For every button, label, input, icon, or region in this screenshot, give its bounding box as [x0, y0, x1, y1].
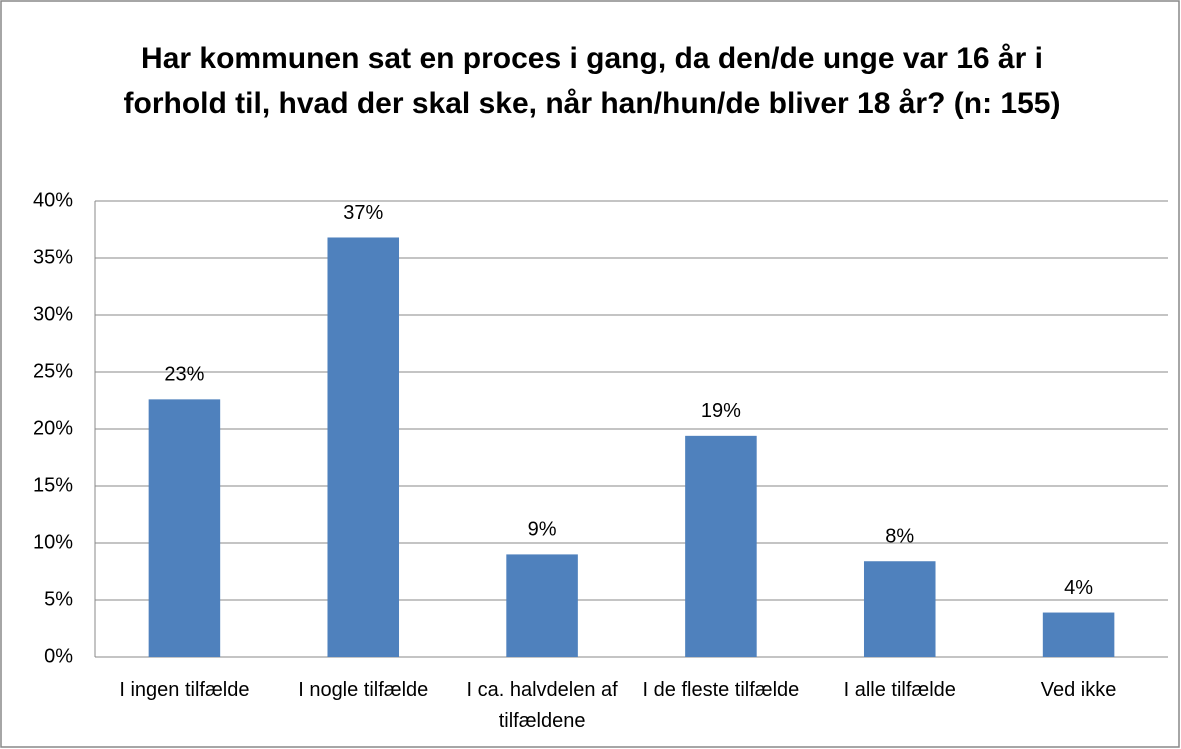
bar: [1042, 612, 1115, 657]
bar: [327, 237, 400, 658]
data-label: 37%: [343, 202, 383, 224]
data-label: 4%: [1064, 577, 1093, 599]
y-tick-label: 35%: [33, 246, 73, 268]
bar: [506, 554, 578, 657]
x-tick-label: I alle tilfælde: [844, 679, 956, 701]
data-label: 8%: [885, 526, 914, 548]
y-tick-label: 15%: [33, 474, 73, 496]
y-tick-label: 20%: [33, 417, 73, 439]
y-tick-label: 10%: [33, 531, 73, 553]
chart-title: Har kommunen sat en proces i gang, da de…: [124, 42, 1061, 120]
bar: [685, 435, 757, 657]
y-tick-label: 0%: [44, 645, 73, 667]
x-tick-label: Ved ikke: [1041, 679, 1117, 701]
x-tick-label: I ingen tilfælde: [119, 679, 249, 701]
bar: [148, 399, 221, 657]
y-tick-label: 5%: [44, 588, 73, 610]
bar: [863, 561, 936, 657]
data-label: 23%: [164, 364, 204, 386]
y-tick-label: 25%: [33, 360, 73, 382]
y-tick-label: 40%: [33, 189, 73, 211]
x-tick-label: I de fleste tilfælde: [643, 679, 800, 701]
x-tick-label: I nogle tilfælde: [298, 679, 428, 701]
x-tick-label: I ca. halvdelen af tilfældene: [466, 679, 618, 732]
y-tick-label: 30%: [33, 303, 73, 325]
data-label: 19%: [701, 400, 741, 422]
data-label: 9%: [528, 519, 557, 541]
